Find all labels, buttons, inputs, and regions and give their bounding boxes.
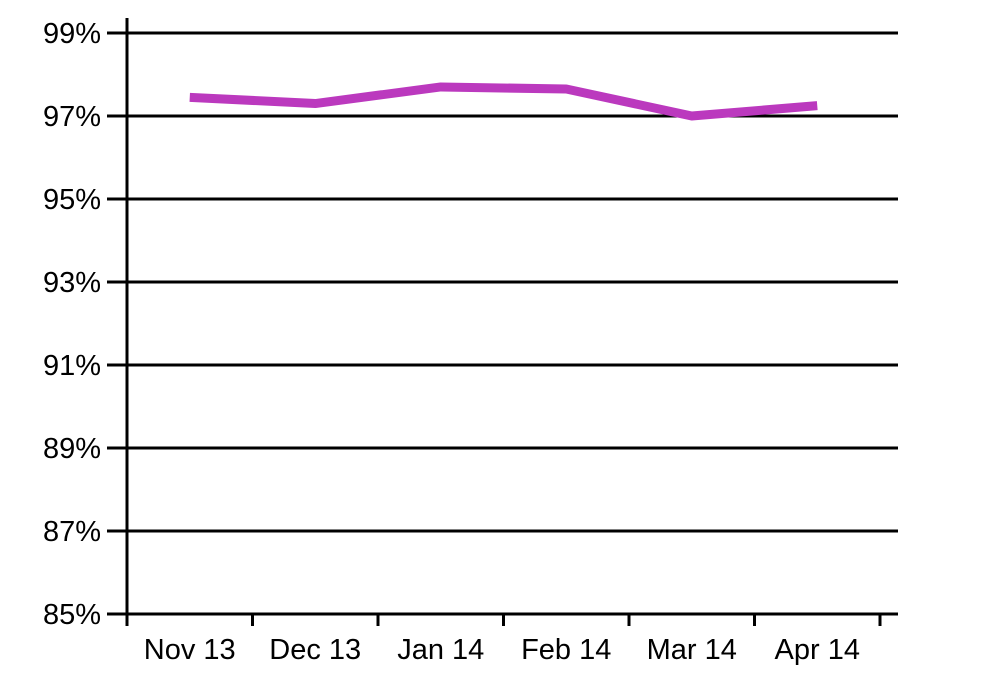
x-tick-label: Nov 13 (144, 634, 236, 666)
x-tick-label: Dec 13 (269, 634, 361, 666)
y-tick-label: 91% (43, 350, 101, 382)
x-tick-label: Jan 14 (397, 634, 484, 666)
y-tick-label: 99% (43, 18, 101, 50)
y-tick-label: 89% (43, 433, 101, 465)
y-tick-label: 85% (43, 599, 101, 631)
x-tick-label: Mar 14 (647, 634, 737, 666)
y-tick-label: 95% (43, 184, 101, 216)
y-tick-label: 87% (43, 516, 101, 548)
y-tick-label: 97% (43, 101, 101, 133)
data-series-line (189, 82, 818, 121)
x-tick-label: Feb 14 (521, 634, 611, 666)
y-tick-label: 93% (43, 267, 101, 299)
x-tick-label: Apr 14 (775, 634, 860, 666)
